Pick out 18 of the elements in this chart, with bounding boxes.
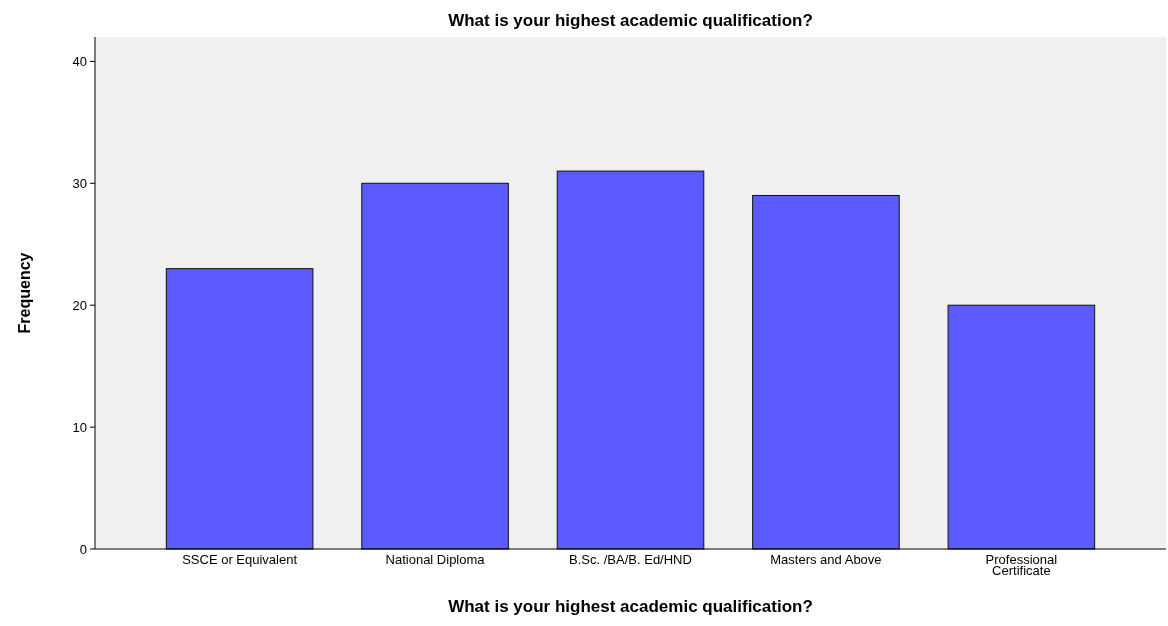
bar [556,170,705,550]
bar [947,304,1096,550]
y-tick-label: 0 [79,541,87,557]
x-tick-label: Professional Certificate [985,552,1058,578]
y-tick-label: 10 [72,419,87,435]
bar [165,268,314,550]
x-axis-title: What is your highest academic qualification? [448,597,813,616]
y-tick-label: 30 [72,175,87,191]
x-tick-label: B.Sc. /BA/B. Ed/HND [569,552,692,567]
bar [752,194,900,550]
bar [361,182,509,550]
y-axis-title: Frequency [16,252,33,334]
x-tick-label: Masters and Above [770,552,882,567]
y-tick-label: 20 [72,297,87,313]
x-tick-label: National Diploma [385,552,486,567]
chart-title: What is your highest academic qualification? [448,11,813,30]
x-tick-label: SSCE or Equivalent [182,552,298,567]
y-tick-label: 40 [72,53,87,69]
